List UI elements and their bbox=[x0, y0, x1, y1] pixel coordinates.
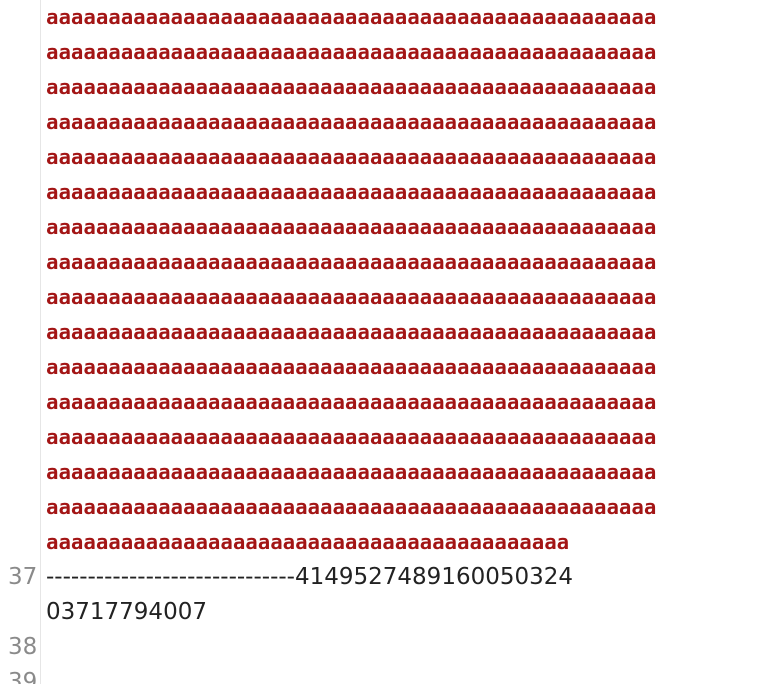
string-line: aaaaaaaaaaaaaaaaaaaaaaaaaaaaaaaaaaaaaaaa… bbox=[46, 355, 657, 379]
string-line: aaaaaaaaaaaaaaaaaaaaaaaaaaaaaaaaaaaaaaaa… bbox=[46, 320, 657, 344]
string-line: aaaaaaaaaaaaaaaaaaaaaaaaaaaaaaaaaaaaaaaa… bbox=[46, 460, 657, 484]
string-line: aaaaaaaaaaaaaaaaaaaaaaaaaaaaaaaaaaaaaaaa… bbox=[46, 5, 657, 29]
code-line-37-wrap: 03717794007 bbox=[46, 599, 207, 625]
string-line: aaaaaaaaaaaaaaaaaaaaaaaaaaaaaaaaaaaaaaaa… bbox=[46, 110, 657, 134]
string-line: aaaaaaaaaaaaaaaaaaaaaaaaaaaaaaaaaaaaaaaa… bbox=[46, 180, 657, 204]
string-line: aaaaaaaaaaaaaaaaaaaaaaaaaaaaaaaaaaaaaaaa… bbox=[46, 40, 657, 64]
line-number-37: 37 bbox=[8, 564, 38, 590]
line-number-38: 38 bbox=[8, 634, 38, 660]
string-line: aaaaaaaaaaaaaaaaaaaaaaaaaaaaaaaaaaaaaaaa… bbox=[46, 495, 657, 519]
string-line: aaaaaaaaaaaaaaaaaaaaaaaaaaaaaaaaaaaaaaaa… bbox=[46, 285, 657, 309]
string-line: aaaaaaaaaaaaaaaaaaaaaaaaaaaaaaaaaaaaaaaa… bbox=[46, 145, 657, 169]
code-line-37: ------------------------------4149527489… bbox=[46, 564, 574, 590]
string-line: aaaaaaaaaaaaaaaaaaaaaaaaaaaaaaaaaaaaaaaa… bbox=[46, 250, 657, 274]
string-line: aaaaaaaaaaaaaaaaaaaaaaaaaaaaaaaaaaaaaaaa… bbox=[46, 425, 657, 449]
string-line: aaaaaaaaaaaaaaaaaaaaaaaaaaaaaaaaaaaaaaaa… bbox=[46, 75, 657, 99]
string-line: aaaaaaaaaaaaaaaaaaaaaaaaaaaaaaaaaaaaaaaa… bbox=[46, 215, 657, 239]
line-number-39: 39 bbox=[8, 669, 38, 684]
line-number-gutter bbox=[0, 0, 41, 684]
string-line-last: aaaaaaaaaaaaaaaaaaaaaaaaaaaaaaaaaaaaaaaa… bbox=[46, 530, 570, 554]
string-line: aaaaaaaaaaaaaaaaaaaaaaaaaaaaaaaaaaaaaaaa… bbox=[46, 390, 657, 414]
